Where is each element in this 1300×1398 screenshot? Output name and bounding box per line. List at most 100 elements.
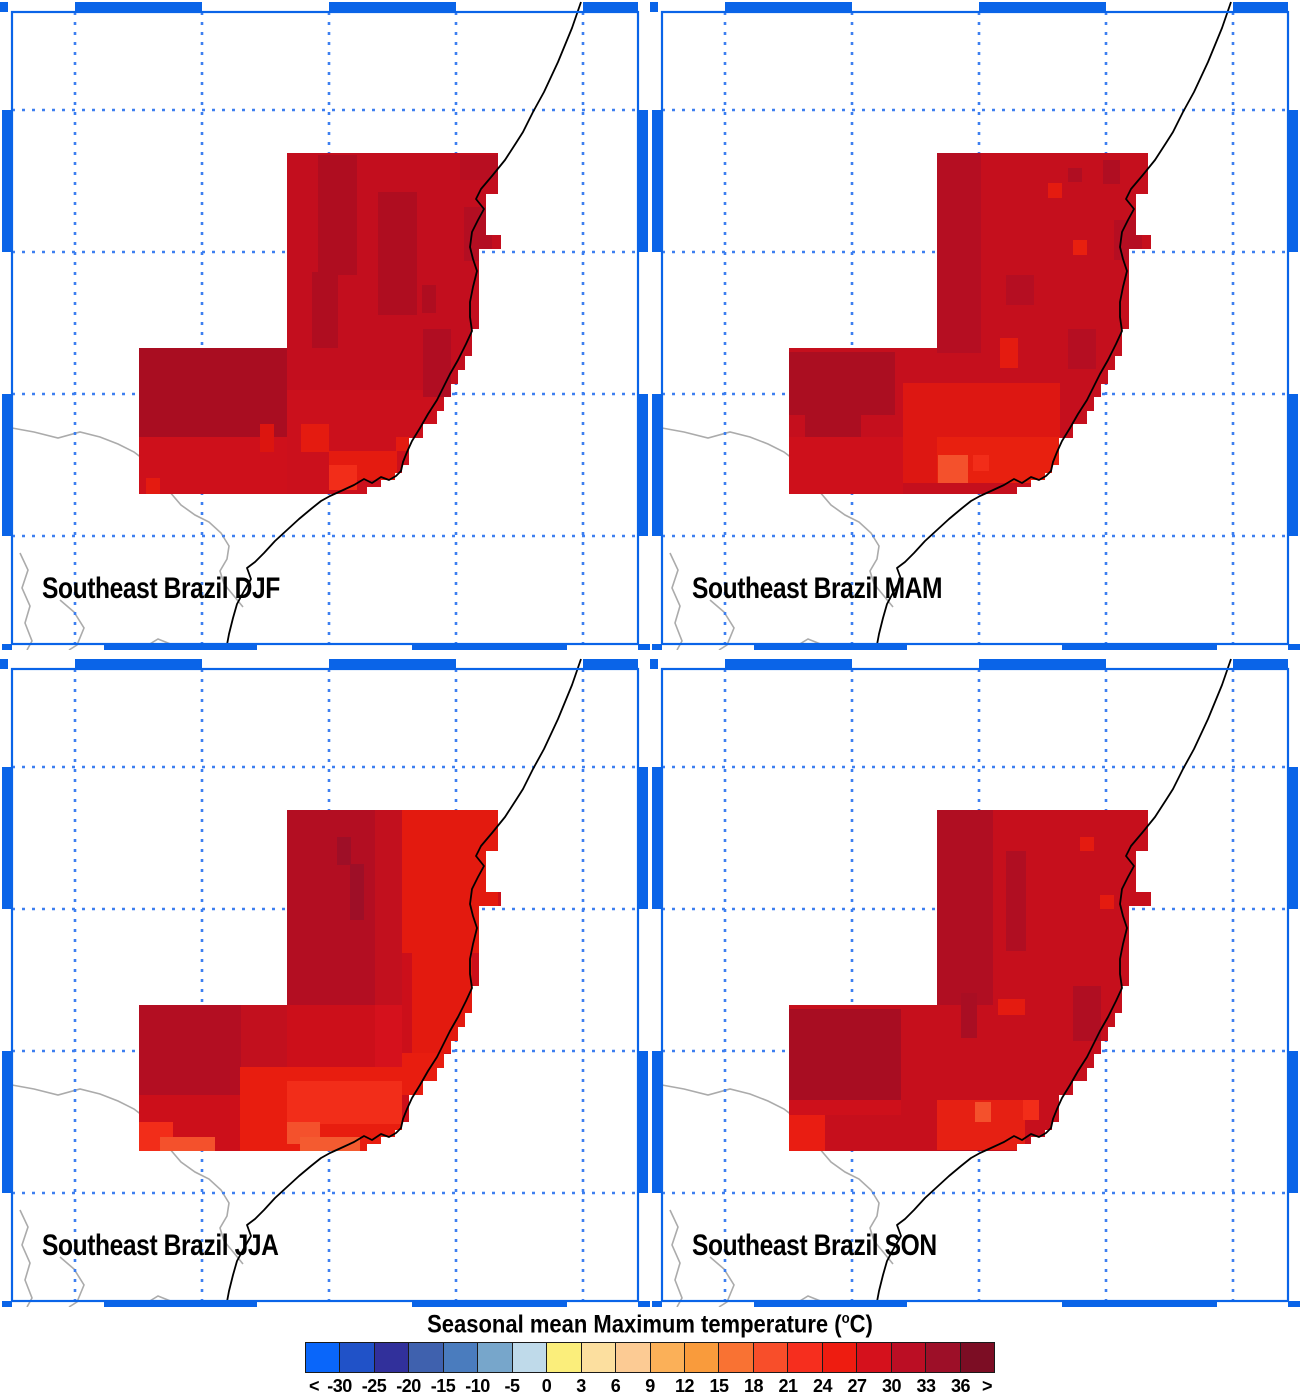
colorbar-box — [442, 1343, 478, 1372]
map-canvas-jja — [0, 657, 650, 1307]
temperature-cell — [287, 1081, 402, 1124]
border-tick-left — [2, 110, 12, 252]
temperature-cell — [1103, 160, 1120, 184]
temperature-cell — [1073, 986, 1101, 1041]
border-tick-top — [1233, 659, 1288, 669]
map-canvas-mam — [650, 0, 1300, 650]
temperature-cell — [260, 424, 274, 452]
map-frame — [10, 667, 640, 1303]
colorbar-tick: -10 — [465, 1376, 490, 1396]
border-tick-right — [638, 1301, 648, 1307]
temperature-cell — [423, 329, 451, 397]
border-tick-left — [2, 767, 12, 909]
border-tick-left — [2, 1301, 12, 1307]
temperature-cell — [998, 999, 1025, 1015]
temperature-cell — [1023, 1100, 1039, 1120]
colorbar-tick: < — [308, 1376, 320, 1396]
temperature-cell — [1080, 837, 1094, 851]
temperature-cell — [1100, 895, 1114, 909]
border-tick-bottom — [104, 1301, 257, 1307]
colorbar-box — [925, 1343, 960, 1372]
temperature-cell — [378, 192, 417, 315]
colorbar-box — [511, 1343, 547, 1372]
temperature-region-cells — [789, 153, 1142, 494]
temperature-cell — [139, 1005, 241, 1095]
colorbar-title-unit: C) — [849, 1310, 873, 1339]
admin-boundary-line — [709, 1256, 735, 1307]
temperature-cell — [139, 348, 287, 437]
colorbar-box — [615, 1343, 650, 1372]
colorbar-box — [683, 1343, 719, 1372]
admin-boundary-line — [59, 599, 85, 650]
colorbar — [305, 1342, 995, 1373]
border-tick-bottom — [1062, 644, 1217, 650]
colorbar-tick: -30 — [327, 1376, 352, 1396]
border-tick-top — [75, 2, 202, 12]
coastline — [875, 658, 1232, 1307]
border-tick-top — [979, 659, 1106, 669]
border-tick-top — [329, 2, 456, 12]
colorbar-tick: 12 — [674, 1376, 695, 1396]
border-tick-right — [1288, 644, 1298, 650]
colorbar-tick: 15 — [709, 1376, 729, 1396]
border-tick-top — [650, 2, 658, 12]
temperature-cell — [1048, 183, 1062, 198]
panel-label-son: Southeast Brazil SON — [692, 1229, 937, 1262]
map-frame — [660, 667, 1290, 1303]
border-tick-bottom — [412, 644, 567, 650]
border-tick-top — [725, 2, 852, 12]
border-tick-bottom — [1062, 1301, 1217, 1307]
admin-boundary-line — [661, 1084, 894, 1265]
colorbar-tick: 21 — [778, 1376, 798, 1396]
temperature-cell — [422, 285, 436, 313]
border-tick-right — [638, 394, 648, 536]
panel-label-djf: Southeast Brazil DJF — [42, 572, 280, 605]
temperature-cell — [789, 437, 903, 494]
temperature-cell — [937, 153, 981, 353]
temperature-cell — [789, 352, 895, 415]
border-tick-bottom — [754, 1301, 907, 1307]
border-tick-top — [0, 2, 8, 12]
border-tick-left — [652, 767, 662, 909]
border-tick-top — [0, 659, 8, 669]
colorbar-box — [718, 1343, 753, 1372]
map-canvas-djf — [0, 0, 650, 650]
coastline — [875, 1, 1232, 650]
admin-boundary-line — [709, 599, 735, 650]
temperature-cell — [1073, 240, 1087, 255]
coastline — [225, 1, 582, 650]
temperature-cell — [375, 810, 402, 1005]
colorbar-box — [856, 1343, 891, 1372]
colorbar-tick: 9 — [645, 1376, 655, 1396]
colorbar-tick: 18 — [743, 1376, 764, 1396]
border-tick-top — [329, 659, 456, 669]
colorbar-tick: 6 — [610, 1376, 621, 1396]
map-frame — [660, 10, 1290, 646]
panel-label-mam: Southeast Brazil MAM — [692, 572, 943, 605]
temperature-cell — [937, 810, 993, 1005]
map-panel-mam: Southeast Brazil MAM — [650, 0, 1300, 650]
temperature-cell — [146, 478, 160, 494]
admin-boundary-line — [11, 427, 244, 608]
colorbar-tick: 33 — [916, 1376, 936, 1396]
temperature-cell — [300, 1137, 360, 1151]
border-tick-left — [2, 644, 12, 650]
map-panel-djf: Southeast Brazil DJF — [0, 0, 650, 650]
colorbar-tick: 24 — [812, 1376, 833, 1396]
colorbar-tick-labels: < -30 -25 -20 -15 -10 -5 0 3 6 9 12 15 18 21 24 27 30 33 36… — [0, 1376, 1300, 1396]
colorbar-tick: -20 — [396, 1376, 421, 1396]
admin-boundary-line — [661, 427, 894, 608]
temperature-region-cells — [789, 810, 1114, 1151]
border-tick-bottom — [412, 1301, 567, 1307]
colorbar-tick: > — [981, 1376, 993, 1396]
border-tick-left — [652, 394, 662, 536]
temperature-cell — [961, 993, 977, 1038]
border-tick-right — [1288, 394, 1298, 536]
border-tick-right — [638, 644, 648, 650]
border-tick-right — [1288, 110, 1298, 252]
map-frame — [10, 10, 640, 646]
border-tick-top — [725, 659, 852, 669]
temperature-cell — [1000, 338, 1018, 368]
border-tick-right — [638, 110, 648, 252]
colorbar-tick: -15 — [430, 1376, 456, 1396]
